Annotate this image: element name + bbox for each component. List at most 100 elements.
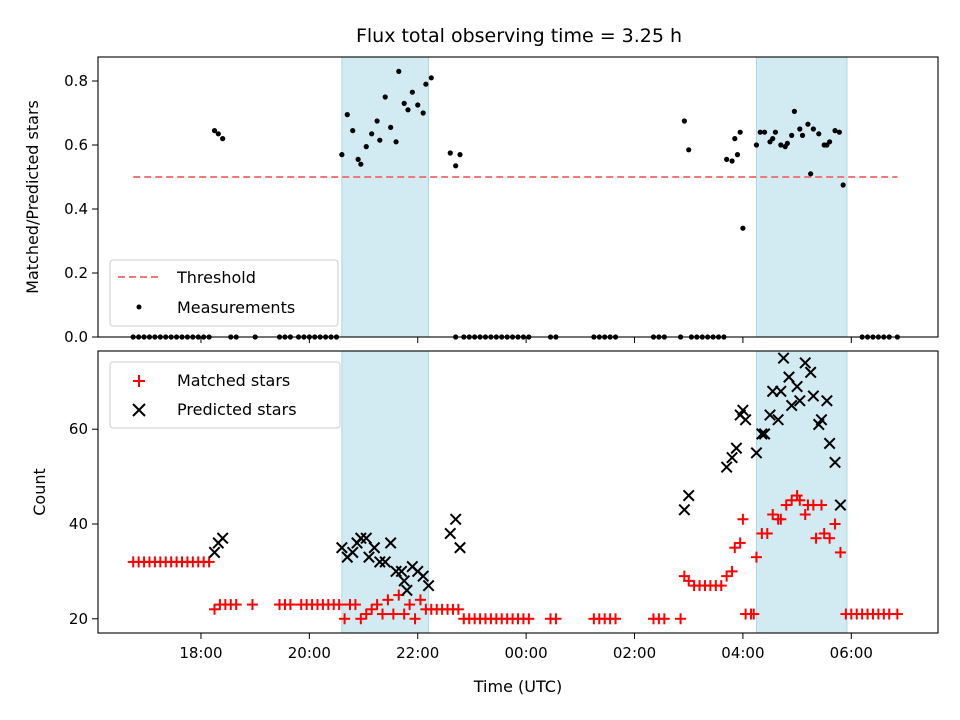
measurement-point [401,100,407,106]
measurement-point [805,121,811,127]
predicted-point [785,399,798,412]
predicted-point [360,532,373,545]
matched-point [767,509,779,521]
measurement-point [753,142,760,148]
measurement-point [388,124,394,130]
measurement-point [772,129,779,135]
matched-point [834,546,846,558]
bottom-legend: Matched stars Predicted stars [109,361,341,429]
predicted-point [777,352,790,365]
predicted-point [815,413,828,426]
measurement-point [740,225,746,231]
measurement-point [363,144,369,150]
matched-point [366,603,378,615]
measurement-point [215,131,221,137]
matched-point [734,537,746,549]
predicted-point [799,356,812,369]
x-tick-label: 06:00 [830,644,873,662]
measurement-point [396,68,402,74]
matched-point [360,608,372,620]
matched-point [810,532,822,544]
predicted-point [216,532,229,545]
measurement-point [415,102,421,108]
matched-point [550,613,562,625]
measurement-point [732,136,738,142]
legend-matched-swatch [133,375,145,387]
measurement-point [832,128,838,134]
measurement-point [724,156,730,162]
bottom-panel: 20 40 60 18:00 20:00 22:00 00:00 02:00 04:00 06:… [30,350,939,696]
legend-measurements-swatch [136,304,142,310]
measurement-point [770,136,776,142]
matched-point [799,509,811,521]
predicted-point [730,442,743,455]
measurement-point [339,152,345,158]
predicted-point [398,574,411,587]
matched-point [891,608,903,620]
matched-point [675,613,687,625]
predicted-point [363,551,375,564]
y-tick-label: 0.8 [64,72,88,90]
predicted-point [739,413,752,426]
y-tick-label: 0.6 [64,136,88,154]
measurement-point [423,81,429,87]
matched-point [246,599,258,611]
predicted-point [807,390,820,402]
matched-point [748,608,760,620]
predicted-point [755,428,768,440]
measurement-point [827,139,833,145]
measurement-point [447,150,453,156]
legend-measurements-label: Measurements [177,298,295,317]
x-tick-label: 02:00 [613,644,656,662]
matched-point [409,613,421,625]
legend-threshold-label: Threshold [176,268,256,287]
matched-point [398,608,410,620]
measurement-point [761,129,768,135]
measurement-point [757,129,763,135]
measurement-point [369,131,375,137]
y-tick-label: 60 [69,420,88,438]
matched-point [780,499,792,511]
measurement-point [453,163,459,169]
x-axis-label: Time (UTC) [473,677,562,696]
predicted-point [384,537,397,549]
measurement-point [420,110,426,116]
predicted-point [820,394,833,407]
matched-point [414,594,426,606]
bottom-matched-points [127,490,903,625]
measurement-point [778,142,784,148]
x-tick-label: 20:00 [288,644,331,662]
predicted-point [823,437,836,450]
matched-point [815,499,827,511]
y-tick-label: 0.0 [64,328,88,346]
predicted-point [791,380,804,393]
predicted-point [444,527,457,540]
predicted-point [417,570,430,583]
measurement-point [789,132,795,138]
predicted-point [829,456,841,469]
predicted-point [726,451,738,464]
bottom-y-ticks: 20 40 60 [69,420,98,628]
predicted-point [783,371,795,383]
matched-point [209,603,221,615]
measurement-point [816,131,822,137]
x-tick-label: 22:00 [396,644,439,662]
matched-point [658,613,670,625]
measurement-point [211,128,218,134]
bottom-predicted-points [208,352,847,597]
measurement-point [810,126,816,132]
measurement-point [799,132,806,138]
top-legend: Threshold Measurements [109,259,339,327]
measurement-point [686,147,692,153]
predicted-point [400,584,413,597]
predicted-point [208,546,221,559]
matched-point [750,551,762,563]
measurement-point [737,129,743,135]
matched-point [371,599,383,611]
matched-point [829,518,841,530]
top-x-ticks [200,337,852,343]
matched-point [387,608,399,620]
matched-point [284,599,296,611]
x-tick-label: 00:00 [505,644,548,662]
predicted-point [390,565,402,578]
